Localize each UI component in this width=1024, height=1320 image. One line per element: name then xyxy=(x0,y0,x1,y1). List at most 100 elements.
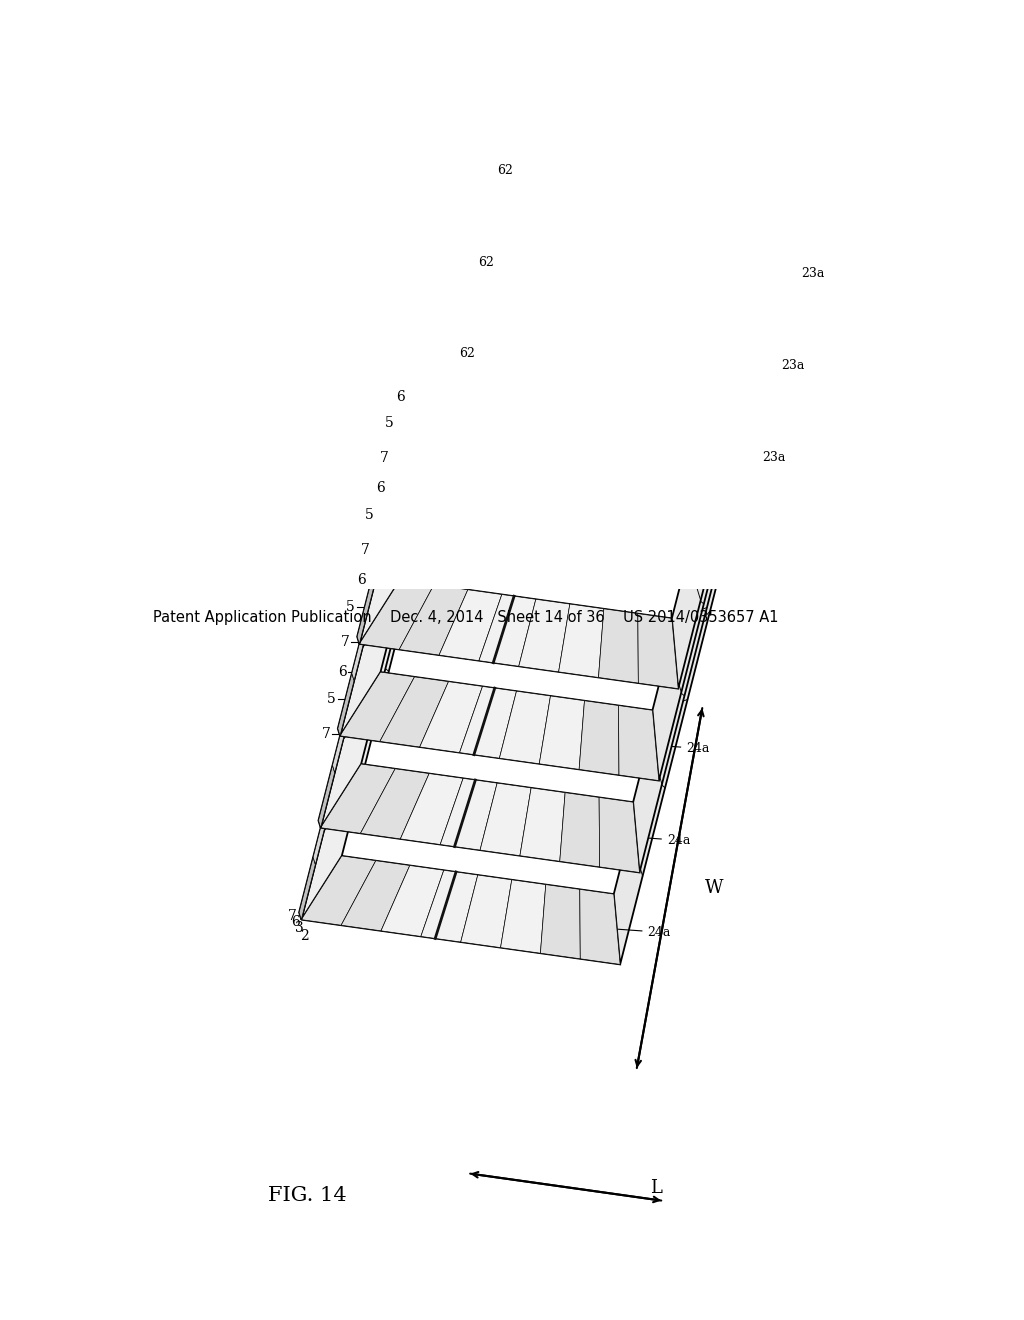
Text: 3: 3 xyxy=(295,921,303,936)
Polygon shape xyxy=(375,545,391,607)
Polygon shape xyxy=(389,490,404,552)
Polygon shape xyxy=(338,673,354,735)
Text: W: W xyxy=(705,879,723,898)
Polygon shape xyxy=(321,764,639,873)
Polygon shape xyxy=(366,564,382,626)
Polygon shape xyxy=(522,495,573,568)
Polygon shape xyxy=(414,478,732,586)
Polygon shape xyxy=(399,585,468,655)
Polygon shape xyxy=(488,490,534,562)
Polygon shape xyxy=(321,764,395,833)
Polygon shape xyxy=(682,236,751,306)
Polygon shape xyxy=(427,305,443,368)
Polygon shape xyxy=(638,614,678,689)
Polygon shape xyxy=(385,471,401,533)
Polygon shape xyxy=(301,855,621,965)
Polygon shape xyxy=(541,884,581,958)
Text: 24a: 24a xyxy=(667,834,690,846)
Polygon shape xyxy=(408,397,424,459)
Polygon shape xyxy=(422,342,438,405)
Polygon shape xyxy=(460,686,516,758)
Text: 7: 7 xyxy=(322,727,331,741)
Polygon shape xyxy=(453,294,771,403)
Text: 5: 5 xyxy=(385,416,393,430)
Polygon shape xyxy=(440,779,497,850)
Polygon shape xyxy=(414,360,430,424)
Polygon shape xyxy=(633,430,752,873)
Polygon shape xyxy=(360,599,377,663)
Polygon shape xyxy=(433,385,752,495)
Text: 62: 62 xyxy=(478,256,494,268)
Polygon shape xyxy=(643,420,712,490)
Text: 24a: 24a xyxy=(686,742,710,755)
Polygon shape xyxy=(663,327,731,397)
Text: 62: 62 xyxy=(459,347,475,360)
Polygon shape xyxy=(402,434,419,496)
Polygon shape xyxy=(540,696,585,770)
Polygon shape xyxy=(394,453,411,515)
Polygon shape xyxy=(581,219,631,292)
Polygon shape xyxy=(321,385,439,828)
Polygon shape xyxy=(357,195,472,644)
Text: Patent Application Publication    Dec. 4, 2014   Sheet 14 of 36    US 2014/03536: Patent Application Publication Dec. 4, 2… xyxy=(153,610,778,626)
Polygon shape xyxy=(439,590,502,661)
Polygon shape xyxy=(624,512,692,582)
Text: 5: 5 xyxy=(346,599,354,614)
Polygon shape xyxy=(648,230,711,301)
Polygon shape xyxy=(500,692,551,764)
Polygon shape xyxy=(414,478,454,553)
Polygon shape xyxy=(508,397,553,471)
Polygon shape xyxy=(520,788,565,861)
Polygon shape xyxy=(400,774,463,845)
Polygon shape xyxy=(609,414,672,484)
Polygon shape xyxy=(340,672,415,742)
Polygon shape xyxy=(380,677,449,747)
Polygon shape xyxy=(590,506,653,577)
Polygon shape xyxy=(340,294,459,735)
Polygon shape xyxy=(453,294,493,370)
Text: 5: 5 xyxy=(366,508,374,521)
Text: L: L xyxy=(650,1179,662,1197)
Polygon shape xyxy=(360,768,429,840)
Polygon shape xyxy=(357,582,374,644)
Polygon shape xyxy=(598,609,638,682)
Polygon shape xyxy=(696,334,771,403)
Polygon shape xyxy=(716,242,791,310)
Polygon shape xyxy=(338,286,453,735)
Polygon shape xyxy=(472,202,512,277)
Polygon shape xyxy=(346,655,362,717)
Polygon shape xyxy=(526,305,572,379)
Polygon shape xyxy=(560,792,600,867)
Polygon shape xyxy=(340,672,658,780)
Polygon shape xyxy=(556,500,613,572)
Polygon shape xyxy=(629,322,691,393)
Polygon shape xyxy=(580,890,621,965)
Polygon shape xyxy=(599,797,639,873)
Text: 7: 7 xyxy=(360,544,370,557)
Polygon shape xyxy=(318,379,433,828)
Text: 62: 62 xyxy=(498,164,513,177)
Polygon shape xyxy=(380,508,396,570)
Polygon shape xyxy=(658,517,732,586)
Polygon shape xyxy=(479,594,536,667)
Polygon shape xyxy=(299,471,414,920)
Polygon shape xyxy=(618,705,658,780)
Polygon shape xyxy=(341,692,357,754)
Polygon shape xyxy=(493,300,532,374)
Polygon shape xyxy=(613,523,732,965)
Polygon shape xyxy=(580,701,618,775)
Polygon shape xyxy=(546,214,591,286)
Polygon shape xyxy=(372,527,387,589)
Text: 6: 6 xyxy=(396,389,404,404)
Polygon shape xyxy=(421,870,478,942)
Text: 6: 6 xyxy=(377,482,385,495)
Polygon shape xyxy=(433,385,473,461)
Polygon shape xyxy=(341,861,410,931)
Polygon shape xyxy=(301,478,420,920)
Text: 7: 7 xyxy=(380,451,389,466)
Text: 23a: 23a xyxy=(801,267,824,280)
Polygon shape xyxy=(512,207,552,282)
Polygon shape xyxy=(383,527,399,589)
Polygon shape xyxy=(318,766,335,828)
Text: 2: 2 xyxy=(300,929,308,944)
